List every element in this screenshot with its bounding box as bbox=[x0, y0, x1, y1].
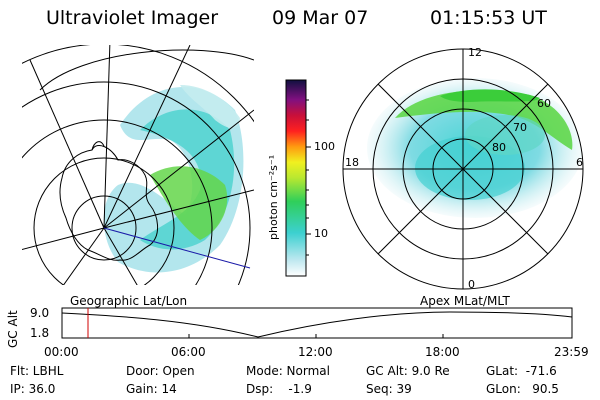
altitude-curve bbox=[61, 311, 573, 338]
mlat-label-60: 60 bbox=[537, 97, 551, 110]
mlat-label-70: 70 bbox=[513, 121, 527, 134]
timeline-y-label: GC Alt bbox=[6, 310, 20, 348]
observation-date: 09 Mar 07 bbox=[272, 7, 369, 29]
timeline-x-tick: 12:00 bbox=[298, 345, 333, 359]
timeline-right-title: Apex MLat/MLT bbox=[420, 294, 510, 308]
mlt-label-12: 12 bbox=[468, 46, 482, 59]
gain-info: Gain: 14 bbox=[126, 382, 177, 396]
door-info: Door: Open bbox=[126, 364, 195, 378]
altitude-timeline bbox=[61, 307, 573, 339]
geographic-map bbox=[22, 45, 254, 285]
mlt-label-18: 18 bbox=[345, 156, 359, 169]
timeline-x-tick: 06:00 bbox=[171, 345, 206, 359]
colorbar-unit-label: photon cm⁻²s⁻¹ bbox=[267, 154, 280, 240]
polar-plot bbox=[342, 48, 584, 290]
timeline-y-tick-bottom: 1.8 bbox=[30, 326, 50, 340]
timeline-y-tick-top: 9.0 bbox=[30, 306, 50, 320]
ip-info: IP: 36.0 bbox=[10, 382, 56, 396]
sequence-info: Seq: 39 bbox=[366, 382, 412, 396]
observation-time: 01:15:53 UT bbox=[430, 7, 547, 29]
coastline bbox=[59, 145, 158, 261]
mlat-label-80: 80 bbox=[492, 141, 506, 154]
mode-info: Mode: Normal bbox=[246, 364, 330, 378]
gc-altitude-info: GC Alt: 9.0 Re bbox=[366, 364, 450, 378]
dsp-info: Dsp: -1.9 bbox=[246, 382, 312, 396]
timeline-x-tick: 00:00 bbox=[44, 345, 79, 359]
colorbar-tick-10: 10 bbox=[314, 227, 328, 240]
glon-info: GLon: 90.5 bbox=[486, 382, 559, 396]
timeline-left-title: Geographic Lat/Lon bbox=[70, 294, 188, 308]
mlt-label-6: 6 bbox=[576, 156, 583, 169]
terminator-line bbox=[103, 227, 251, 269]
colorbar-tick-100: 100 bbox=[314, 140, 335, 153]
mlt-label-0: 0 bbox=[468, 278, 475, 291]
glat-info: GLat: -71.6 bbox=[486, 364, 557, 378]
instrument-title: Ultraviolet Imager bbox=[46, 7, 219, 29]
timeline-x-tick: 18:00 bbox=[425, 345, 460, 359]
timeline-x-tick: 23:59 bbox=[554, 345, 589, 359]
filter-info: Flt: LBHL bbox=[10, 364, 64, 378]
colorbar bbox=[285, 79, 311, 277]
